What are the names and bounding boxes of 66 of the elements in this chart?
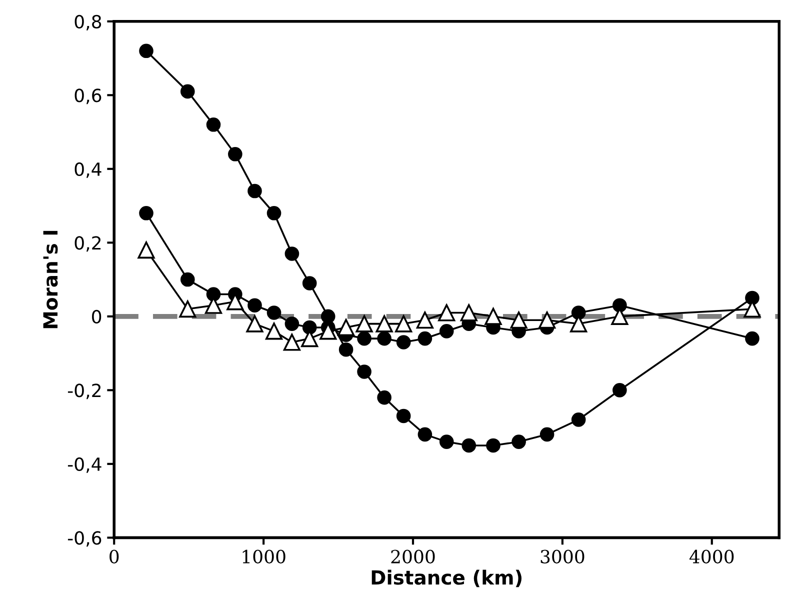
point: [396, 408, 411, 424]
x-tick-label: 2000: [391, 550, 435, 564]
point: [745, 331, 760, 346]
x-tick-label: 1000: [242, 550, 286, 564]
point: [612, 383, 627, 398]
x-axis-title: Distance (km): [372, 570, 522, 588]
point: [139, 44, 154, 58]
point: [377, 331, 392, 346]
point: [228, 146, 242, 162]
y-tick-label: -0,6: [68, 531, 102, 547]
y-axis-title: Moran's I: [43, 230, 58, 328]
point: [418, 331, 432, 346]
point: [395, 315, 412, 332]
point: [571, 412, 586, 427]
point: [246, 315, 264, 332]
y-tick-label: 0,4: [74, 162, 102, 178]
x-tick-label: 3000: [540, 550, 584, 564]
point: [438, 304, 456, 322]
point: [265, 322, 283, 340]
point: [510, 312, 528, 329]
point: [416, 312, 434, 329]
point: [512, 434, 526, 449]
point: [538, 312, 556, 329]
point: [357, 364, 372, 379]
point: [139, 206, 154, 220]
y-tick-label: 0,2: [74, 236, 100, 252]
point: [206, 287, 221, 302]
point: [612, 298, 627, 312]
point: [248, 298, 262, 312]
point: [460, 304, 478, 322]
point: [486, 438, 500, 453]
x-tick-label: 4000: [689, 550, 734, 564]
point: [283, 334, 300, 351]
y-tick-label: -0,4: [68, 457, 102, 473]
point: [248, 184, 262, 198]
point: [284, 316, 300, 331]
point: [462, 438, 476, 453]
point: [284, 246, 300, 261]
point: [396, 335, 411, 350]
point: [338, 342, 354, 357]
point: [484, 308, 502, 325]
y-tick-label: 0,8: [74, 14, 102, 30]
point: [571, 306, 586, 320]
point: [418, 427, 432, 442]
point: [376, 315, 393, 332]
point: [266, 206, 282, 220]
point: [338, 318, 355, 336]
point: [138, 241, 155, 259]
point: [302, 276, 317, 290]
y-tick-label: -0,2: [68, 384, 101, 400]
x-tick-label: 0: [110, 550, 119, 564]
point: [439, 434, 454, 449]
y-tick-label: 0: [92, 310, 102, 324]
point: [266, 306, 282, 320]
point: [745, 290, 760, 306]
point: [302, 320, 317, 335]
point: [180, 272, 195, 287]
point: [179, 300, 196, 318]
point: [540, 427, 554, 442]
point: [206, 117, 221, 132]
point: [377, 390, 392, 405]
point: [356, 315, 373, 332]
point: [439, 324, 454, 338]
y-tick-label: 0,6: [74, 88, 102, 104]
point: [180, 84, 195, 99]
point: [357, 331, 372, 346]
